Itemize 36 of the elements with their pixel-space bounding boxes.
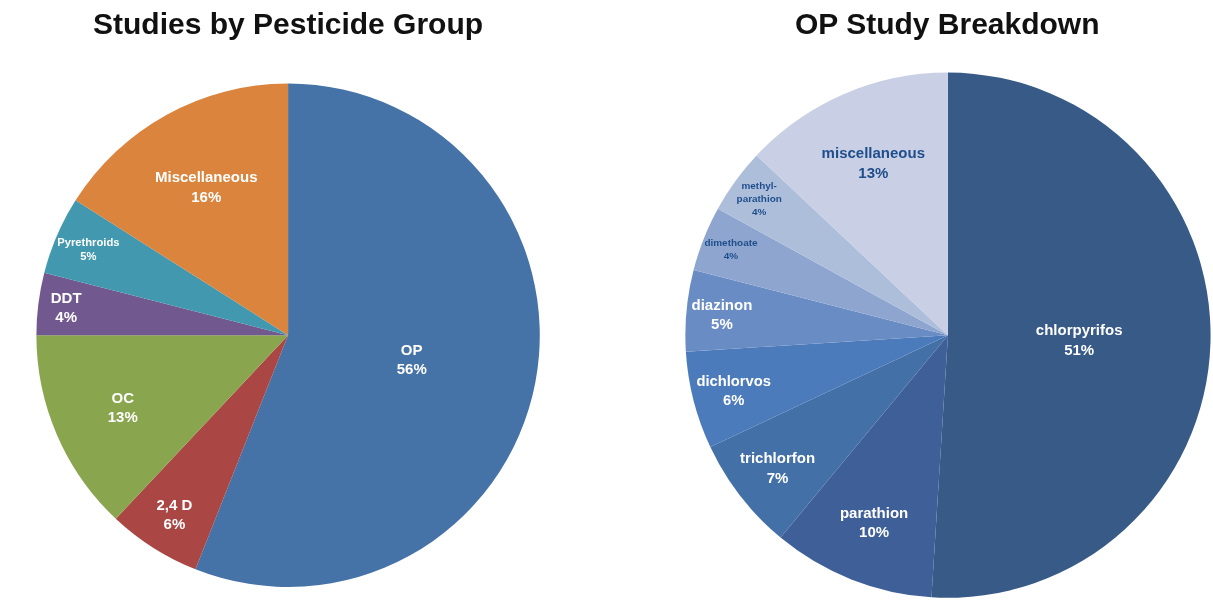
- data-label: 7%: [766, 468, 789, 486]
- data-label: 5%: [80, 250, 97, 263]
- slice-label: Pyrethroids: [57, 235, 120, 248]
- slice-label: dimethoate: [704, 237, 759, 249]
- pie-slice: [693, 208, 948, 336]
- data-label: 13%: [858, 163, 889, 181]
- slice-label: parathion: [839, 503, 909, 521]
- slice-label: OC: [111, 388, 135, 406]
- pie-slice: [44, 200, 289, 336]
- slice-label: miscellaneous: [821, 144, 926, 162]
- pie-slice: [685, 335, 948, 448]
- slice-label: dichlorvos: [696, 373, 772, 390]
- chart-title: Studies by Pesticide Group: [93, 7, 484, 40]
- data-label: 4%: [55, 308, 78, 326]
- slice-label: DDT: [50, 288, 82, 306]
- data-label: 16%: [191, 187, 222, 205]
- data-label: 56%: [396, 360, 427, 378]
- data-label: 10%: [859, 523, 890, 541]
- slice-label: 2,4 D: [156, 495, 193, 513]
- data-label: 51%: [1064, 340, 1095, 358]
- slice-label: diazinon: [691, 295, 753, 313]
- slice-label: chlorpyrifos: [1035, 321, 1123, 339]
- data-label: 5%: [711, 315, 733, 333]
- data-label: 13%: [107, 408, 138, 426]
- slice-label: Miscellaneous: [154, 168, 258, 186]
- data-label: 4%: [723, 250, 739, 262]
- slice-label: methyl-parathion: [736, 179, 782, 204]
- pie-slice: [685, 269, 948, 352]
- pie-slice: [36, 335, 289, 519]
- data-label: 6%: [723, 392, 745, 409]
- slice-label: trichlorfon: [740, 449, 816, 467]
- chart-title: OP Study Breakdown: [795, 7, 1100, 40]
- data-label: 4%: [751, 205, 767, 217]
- pie-slice: [931, 72, 1211, 598]
- data-label: 6%: [163, 515, 186, 533]
- slice-label: OP: [400, 340, 423, 358]
